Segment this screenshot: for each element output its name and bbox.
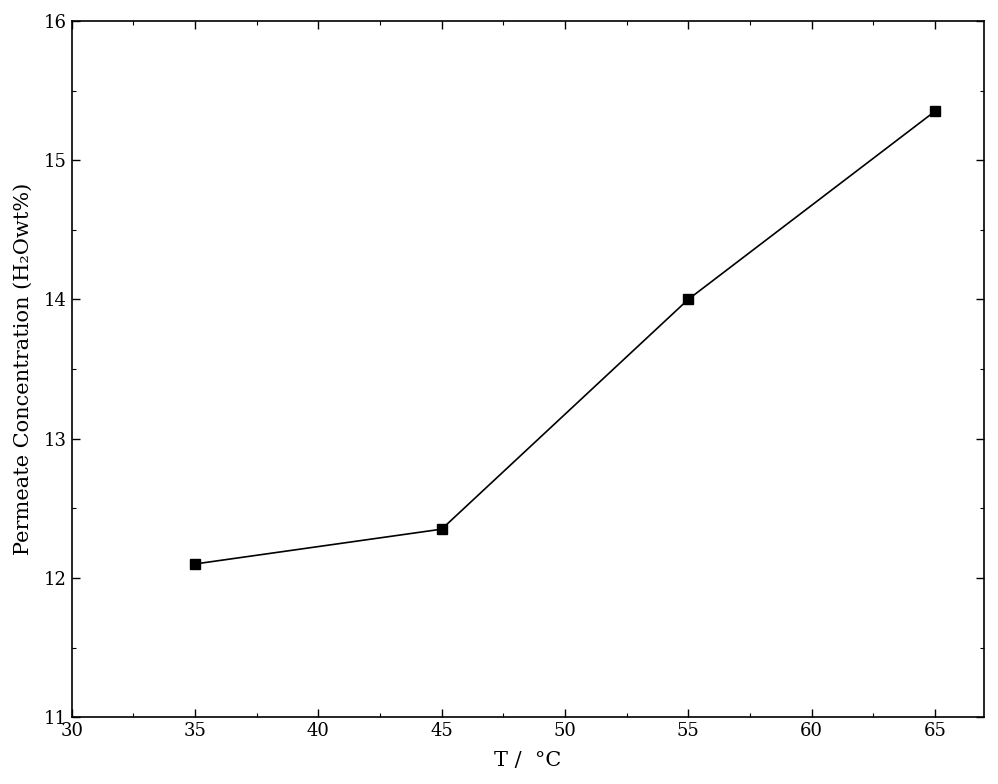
X-axis label: T /  °C: T / °C [494,751,562,770]
Y-axis label: Permeate Concentration (H₂Owt%): Permeate Concentration (H₂Owt%) [14,183,33,555]
